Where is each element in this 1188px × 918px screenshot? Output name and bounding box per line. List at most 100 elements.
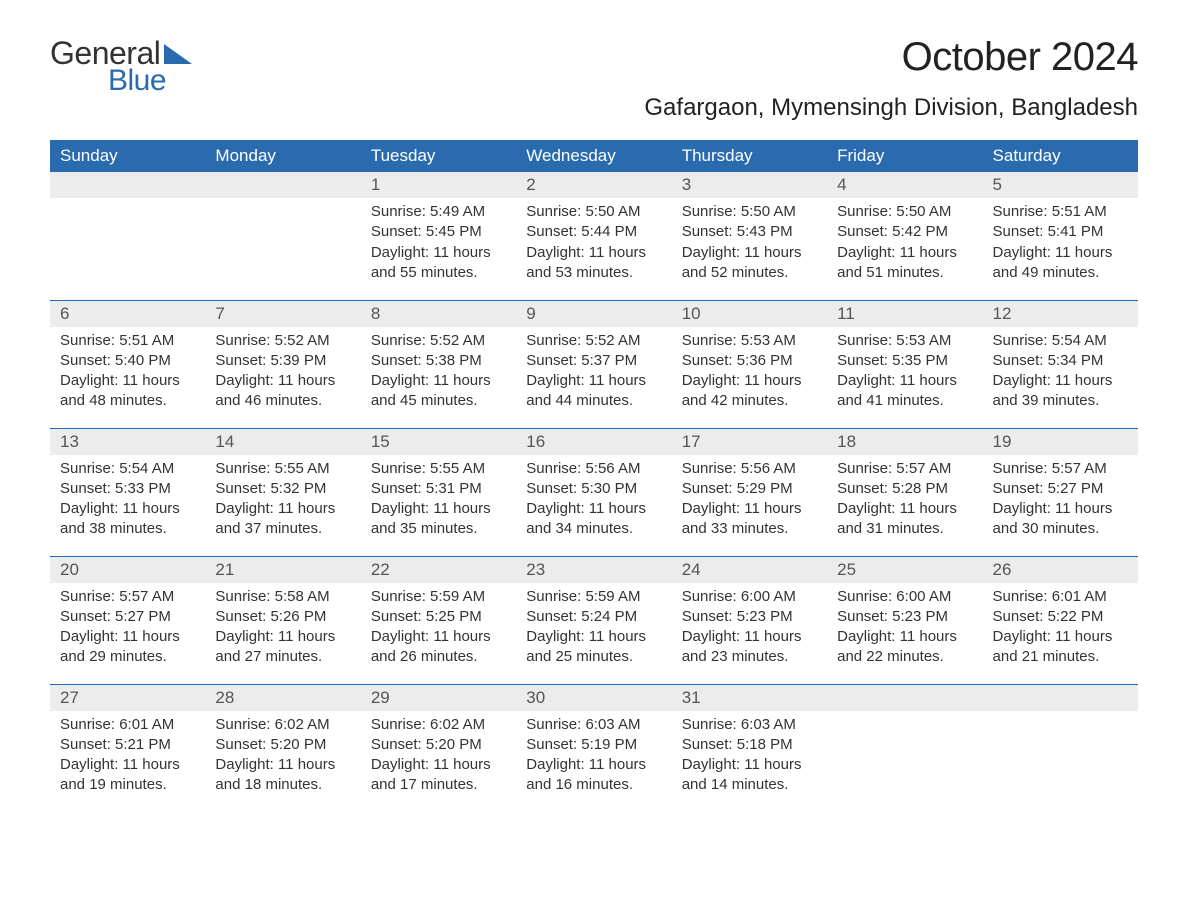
calendar-day-cell: 18Sunrise: 5:57 AMSunset: 5:28 PMDayligh… <box>827 428 982 556</box>
daylight-text: Daylight: 11 hours and 51 minutes. <box>837 243 972 284</box>
calendar-day-cell: 15Sunrise: 5:55 AMSunset: 5:31 PMDayligh… <box>361 428 516 556</box>
day-number: 25 <box>827 557 982 583</box>
daylight-text: Daylight: 11 hours and 45 minutes. <box>371 371 506 412</box>
day-details: Sunrise: 5:50 AMSunset: 5:42 PMDaylight:… <box>827 198 982 293</box>
sunset-text: Sunset: 5:38 PM <box>371 351 506 371</box>
calendar-week-row: 13Sunrise: 5:54 AMSunset: 5:33 PMDayligh… <box>50 428 1138 556</box>
sunrise-text: Sunrise: 6:00 AM <box>837 587 972 607</box>
sunset-text: Sunset: 5:40 PM <box>60 351 195 371</box>
calendar-day-cell: 10Sunrise: 5:53 AMSunset: 5:36 PMDayligh… <box>672 300 827 428</box>
day-number <box>50 172 205 198</box>
daylight-text: Daylight: 11 hours and 34 minutes. <box>526 499 661 540</box>
calendar-day-cell: 3Sunrise: 5:50 AMSunset: 5:43 PMDaylight… <box>672 172 827 300</box>
day-number: 29 <box>361 685 516 711</box>
sunset-text: Sunset: 5:32 PM <box>215 479 350 499</box>
sunrise-text: Sunrise: 5:53 AM <box>682 331 817 351</box>
sunset-text: Sunset: 5:27 PM <box>993 479 1128 499</box>
sunrise-text: Sunrise: 5:58 AM <box>215 587 350 607</box>
sunrise-text: Sunrise: 5:59 AM <box>526 587 661 607</box>
day-details: Sunrise: 5:57 AMSunset: 5:27 PMDaylight:… <box>50 583 205 678</box>
day-number: 22 <box>361 557 516 583</box>
sunset-text: Sunset: 5:28 PM <box>837 479 972 499</box>
location-text: Gafargaon, Mymensingh Division, Banglade… <box>644 94 1138 122</box>
daylight-text: Daylight: 11 hours and 22 minutes. <box>837 627 972 668</box>
sunset-text: Sunset: 5:39 PM <box>215 351 350 371</box>
daylight-text: Daylight: 11 hours and 25 minutes. <box>526 627 661 668</box>
daylight-text: Daylight: 11 hours and 16 minutes. <box>526 755 661 796</box>
day-number: 16 <box>516 429 671 455</box>
sunset-text: Sunset: 5:20 PM <box>215 735 350 755</box>
day-number: 11 <box>827 301 982 327</box>
sunrise-text: Sunrise: 5:50 AM <box>837 202 972 222</box>
day-details: Sunrise: 6:00 AMSunset: 5:23 PMDaylight:… <box>827 583 982 678</box>
calendar-day-cell: 8Sunrise: 5:52 AMSunset: 5:38 PMDaylight… <box>361 300 516 428</box>
calendar-day-cell: 2Sunrise: 5:50 AMSunset: 5:44 PMDaylight… <box>516 172 671 300</box>
daylight-text: Daylight: 11 hours and 39 minutes. <box>993 371 1128 412</box>
day-number: 5 <box>983 172 1138 198</box>
title-block: October 2024 Gafargaon, Mymensingh Divis… <box>644 35 1138 132</box>
daylight-text: Daylight: 11 hours and 49 minutes. <box>993 243 1128 284</box>
sunrise-text: Sunrise: 5:57 AM <box>60 587 195 607</box>
calendar-week-row: 6Sunrise: 5:51 AMSunset: 5:40 PMDaylight… <box>50 300 1138 428</box>
daylight-text: Daylight: 11 hours and 21 minutes. <box>993 627 1128 668</box>
day-details: Sunrise: 5:50 AMSunset: 5:43 PMDaylight:… <box>672 198 827 293</box>
sunrise-text: Sunrise: 6:02 AM <box>215 715 350 735</box>
day-number: 27 <box>50 685 205 711</box>
calendar-day-cell: 14Sunrise: 5:55 AMSunset: 5:32 PMDayligh… <box>205 428 360 556</box>
calendar-day-cell: 7Sunrise: 5:52 AMSunset: 5:39 PMDaylight… <box>205 300 360 428</box>
sunset-text: Sunset: 5:36 PM <box>682 351 817 371</box>
sunrise-text: Sunrise: 6:01 AM <box>60 715 195 735</box>
sunrise-text: Sunrise: 6:01 AM <box>993 587 1128 607</box>
daylight-text: Daylight: 11 hours and 52 minutes. <box>682 243 817 284</box>
calendar-day-cell: 13Sunrise: 5:54 AMSunset: 5:33 PMDayligh… <box>50 428 205 556</box>
header: General Blue October 2024 Gafargaon, Mym… <box>50 35 1138 132</box>
calendar-day-cell: 17Sunrise: 5:56 AMSunset: 5:29 PMDayligh… <box>672 428 827 556</box>
day-number: 1 <box>361 172 516 198</box>
daylight-text: Daylight: 11 hours and 48 minutes. <box>60 371 195 412</box>
day-details: Sunrise: 5:51 AMSunset: 5:41 PMDaylight:… <box>983 198 1138 293</box>
daylight-text: Daylight: 11 hours and 38 minutes. <box>60 499 195 540</box>
day-number <box>205 172 360 198</box>
calendar-table: SundayMondayTuesdayWednesdayThursdayFrid… <box>50 140 1138 812</box>
calendar-header-row: SundayMondayTuesdayWednesdayThursdayFrid… <box>50 140 1138 172</box>
calendar-day-cell: 24Sunrise: 6:00 AMSunset: 5:23 PMDayligh… <box>672 556 827 684</box>
sunset-text: Sunset: 5:24 PM <box>526 607 661 627</box>
calendar-day-cell: 25Sunrise: 6:00 AMSunset: 5:23 PMDayligh… <box>827 556 982 684</box>
sunset-text: Sunset: 5:35 PM <box>837 351 972 371</box>
calendar-day-cell: 16Sunrise: 5:56 AMSunset: 5:30 PMDayligh… <box>516 428 671 556</box>
calendar-day-cell: 27Sunrise: 6:01 AMSunset: 5:21 PMDayligh… <box>50 684 205 812</box>
sunrise-text: Sunrise: 5:52 AM <box>526 331 661 351</box>
sunrise-text: Sunrise: 5:54 AM <box>60 459 195 479</box>
calendar-day-cell: 23Sunrise: 5:59 AMSunset: 5:24 PMDayligh… <box>516 556 671 684</box>
day-details: Sunrise: 6:00 AMSunset: 5:23 PMDaylight:… <box>672 583 827 678</box>
day-number: 14 <box>205 429 360 455</box>
day-details: Sunrise: 5:49 AMSunset: 5:45 PMDaylight:… <box>361 198 516 293</box>
calendar-day-cell: 28Sunrise: 6:02 AMSunset: 5:20 PMDayligh… <box>205 684 360 812</box>
daylight-text: Daylight: 11 hours and 46 minutes. <box>215 371 350 412</box>
sunrise-text: Sunrise: 5:51 AM <box>60 331 195 351</box>
daylight-text: Daylight: 11 hours and 29 minutes. <box>60 627 195 668</box>
day-details: Sunrise: 5:54 AMSunset: 5:33 PMDaylight:… <box>50 455 205 550</box>
day-details: Sunrise: 5:59 AMSunset: 5:24 PMDaylight:… <box>516 583 671 678</box>
day-details: Sunrise: 5:50 AMSunset: 5:44 PMDaylight:… <box>516 198 671 293</box>
calendar-day-cell: 29Sunrise: 6:02 AMSunset: 5:20 PMDayligh… <box>361 684 516 812</box>
calendar-day-cell: 1Sunrise: 5:49 AMSunset: 5:45 PMDaylight… <box>361 172 516 300</box>
sunset-text: Sunset: 5:23 PM <box>837 607 972 627</box>
calendar-day-cell: 21Sunrise: 5:58 AMSunset: 5:26 PMDayligh… <box>205 556 360 684</box>
sunrise-text: Sunrise: 5:50 AM <box>682 202 817 222</box>
weekday-header: Thursday <box>672 140 827 172</box>
day-details: Sunrise: 5:57 AMSunset: 5:28 PMDaylight:… <box>827 455 982 550</box>
sunset-text: Sunset: 5:22 PM <box>993 607 1128 627</box>
sunrise-text: Sunrise: 5:59 AM <box>371 587 506 607</box>
day-details: Sunrise: 5:56 AMSunset: 5:29 PMDaylight:… <box>672 455 827 550</box>
day-number: 2 <box>516 172 671 198</box>
day-number: 31 <box>672 685 827 711</box>
calendar-day-cell: 9Sunrise: 5:52 AMSunset: 5:37 PMDaylight… <box>516 300 671 428</box>
day-number <box>983 685 1138 711</box>
day-details: Sunrise: 5:59 AMSunset: 5:25 PMDaylight:… <box>361 583 516 678</box>
day-number: 19 <box>983 429 1138 455</box>
daylight-text: Daylight: 11 hours and 55 minutes. <box>371 243 506 284</box>
day-number: 8 <box>361 301 516 327</box>
day-details: Sunrise: 5:55 AMSunset: 5:31 PMDaylight:… <box>361 455 516 550</box>
calendar-week-row: 1Sunrise: 5:49 AMSunset: 5:45 PMDaylight… <box>50 172 1138 300</box>
